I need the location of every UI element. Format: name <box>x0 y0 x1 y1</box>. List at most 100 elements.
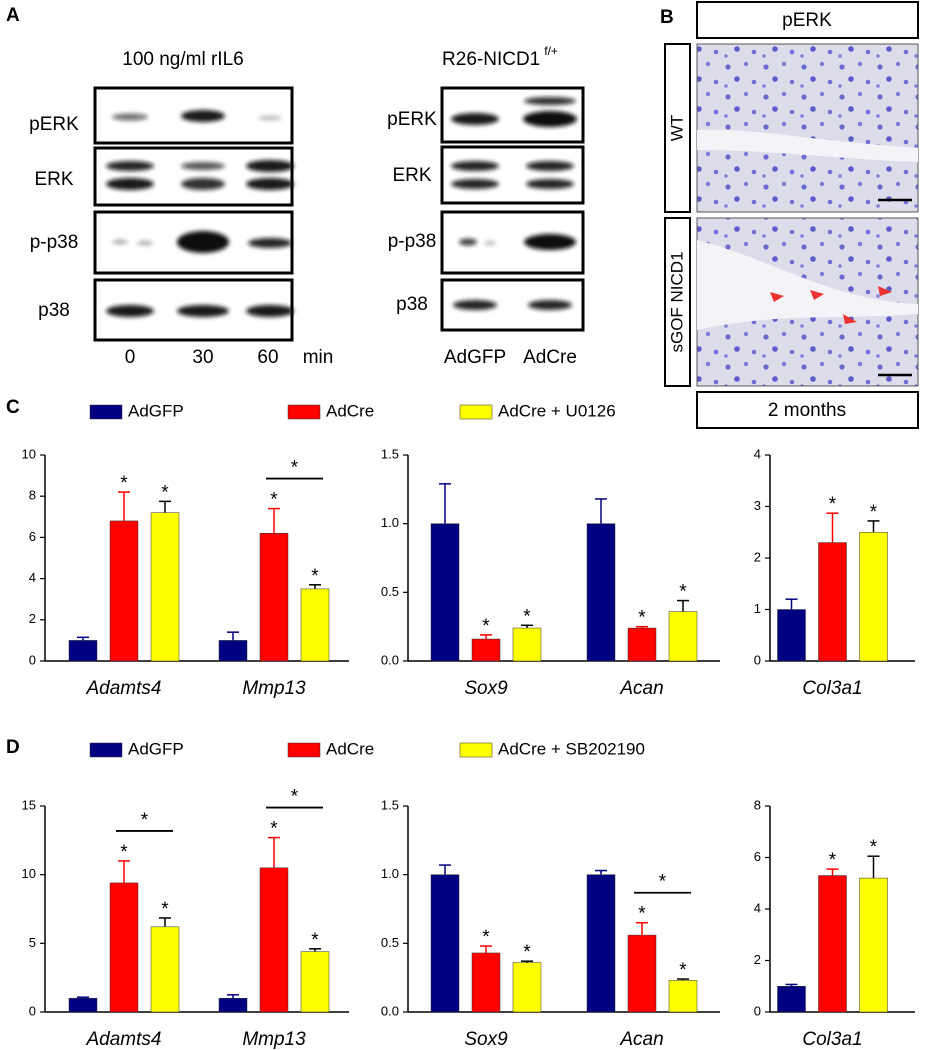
bar <box>109 520 139 662</box>
y-tick-label: 0 <box>29 652 36 667</box>
y-tick-label: 0 <box>754 652 761 667</box>
x-tick-label: Adamts4 <box>86 1029 162 1050</box>
row-label: p-p38 <box>388 231 437 252</box>
bar <box>668 980 698 1013</box>
bar <box>430 523 460 662</box>
row-label: p38 <box>38 300 70 321</box>
blot-title: 100 ng/ml rIL6 <box>122 49 243 70</box>
x-tick-label: Acan <box>619 1029 663 1050</box>
stain-label: pERK <box>782 10 832 31</box>
bar <box>818 875 847 1013</box>
bar <box>259 533 289 662</box>
histology-wt <box>696 43 919 213</box>
row-label: WT <box>667 115 686 141</box>
bar <box>218 998 248 1013</box>
y-tick-label: 8 <box>29 488 36 503</box>
y-tick-label: 1.5 <box>381 797 399 812</box>
left-blot <box>93 86 294 342</box>
right-blot <box>440 86 585 332</box>
row-label: p38 <box>396 294 428 315</box>
row-label: pERK <box>387 109 437 130</box>
y-tick-label: 6 <box>754 849 761 864</box>
significance-star: * <box>829 850 837 871</box>
y-tick-label: 10 <box>22 866 36 881</box>
y-tick-label: 2 <box>754 549 761 564</box>
lane-label: AdCre <box>523 347 577 368</box>
legend-label: AdCre + SB202190 <box>498 739 645 758</box>
bar <box>430 874 460 1013</box>
legend-label: AdCre <box>326 401 374 420</box>
blot-title-superscript: f/+ <box>544 44 558 58</box>
bar <box>859 532 888 662</box>
legend-swatch <box>459 742 493 758</box>
bar <box>68 640 98 662</box>
y-tick-label: 4 <box>754 900 761 915</box>
significance-star: * <box>679 960 687 981</box>
left-row-labels: pERK ERK p-p38 p38 <box>29 114 79 321</box>
x-tick-label: Col3a1 <box>802 678 862 699</box>
y-tick-label: 1.0 <box>381 866 399 881</box>
significance-star: * <box>638 904 646 925</box>
bar <box>777 609 806 662</box>
bar <box>777 986 806 1013</box>
significance-star: * <box>482 927 490 948</box>
x-tick-label: Sox9 <box>464 1029 508 1050</box>
legend-label: AdGFP <box>128 401 184 420</box>
x-tick-label: Mmp13 <box>242 678 306 699</box>
row-label: ERK <box>392 165 431 186</box>
bar <box>471 952 501 1013</box>
significance-star: * <box>482 616 490 637</box>
age-box <box>696 391 919 429</box>
significance-star: * <box>120 842 128 863</box>
stain-box <box>696 1 919 39</box>
x-tick-label: Col3a1 <box>802 1029 862 1050</box>
bar <box>627 627 657 662</box>
significance-star: * <box>829 494 837 515</box>
y-tick-label: 0.0 <box>381 1003 399 1018</box>
y-tick-label: 1 <box>754 601 761 616</box>
blot-title-main: R26-NICD1 <box>442 49 540 70</box>
legend-swatch <box>287 404 321 420</box>
significance-star: * <box>870 837 878 858</box>
bar <box>259 867 289 1013</box>
x-tick-label: Adamts4 <box>86 678 162 699</box>
bar <box>627 934 657 1013</box>
row-label-box <box>664 217 691 387</box>
panel-letter: C <box>6 397 20 418</box>
comparison-star: * <box>141 810 149 831</box>
lane-unit: min <box>303 347 334 368</box>
bar <box>512 627 542 662</box>
bar <box>818 542 847 662</box>
significance-star: * <box>523 942 531 963</box>
y-tick-label: 3 <box>754 498 761 513</box>
y-tick-label: 2 <box>29 611 36 626</box>
y-tick-label: 0.5 <box>381 584 399 599</box>
age-label: 2 months <box>768 400 846 421</box>
row-label: sGOF NICD1 <box>667 251 686 352</box>
y-tick-label: 0 <box>754 1003 761 1018</box>
significance-star: * <box>120 473 128 494</box>
y-tick-label: 8 <box>754 797 761 812</box>
row-label: pERK <box>29 114 79 135</box>
panel-letter: A <box>6 5 20 26</box>
comparison-star: * <box>291 787 299 808</box>
y-tick-label: 4 <box>29 570 36 585</box>
row-label: p-p38 <box>30 232 79 253</box>
y-tick-label: 0 <box>29 1003 36 1018</box>
lane-label: AdGFP <box>444 347 506 368</box>
bar <box>150 512 180 662</box>
legend-label: AdGFP <box>128 739 184 758</box>
significance-star: * <box>679 582 687 603</box>
y-tick-label: 2 <box>754 952 761 967</box>
panel-letter: B <box>660 7 674 28</box>
bar <box>512 962 542 1013</box>
y-tick-label: 6 <box>29 529 36 544</box>
blot-title: R26-NICD1 f/+ <box>442 44 558 70</box>
significance-star: * <box>161 899 169 920</box>
significance-star: * <box>311 930 319 951</box>
significance-star: * <box>311 566 319 587</box>
legend-swatch <box>459 404 493 420</box>
y-tick-label: 5 <box>29 935 36 950</box>
bar <box>109 882 139 1013</box>
